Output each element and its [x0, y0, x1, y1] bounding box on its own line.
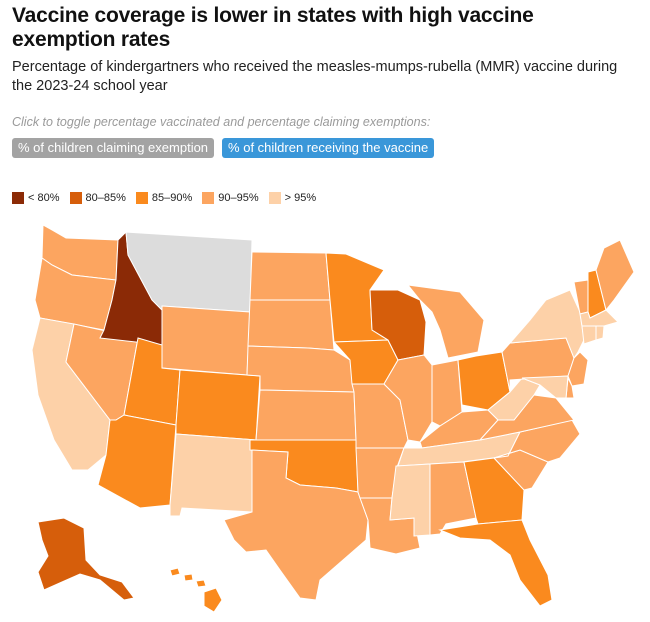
toggle-hint: Click to toggle percentage vaccinated an… — [12, 115, 431, 129]
state-NE[interactable] — [246, 345, 355, 393]
legend-swatch — [69, 192, 82, 204]
exemption-toggle-button[interactable]: % of children claiming exemption — [12, 138, 215, 158]
page-title: Vaccine coverage is lower in states with… — [12, 4, 534, 51]
vaccine-toggle-button[interactable]: % of children receiving the vaccine — [222, 138, 435, 158]
map-legend: < 80% 80–85% 85–90% 90–95% > 95% — [12, 192, 316, 204]
legend-swatch — [268, 192, 281, 204]
state-AK[interactable] — [37, 517, 135, 601]
state-AZ[interactable] — [97, 414, 177, 509]
state-CT[interactable] — [581, 325, 597, 345]
page-subtitle: Percentage of kindergartners who receive… — [12, 59, 618, 94]
state-MD[interactable] — [521, 375, 569, 399]
legend-label: > 95% — [284, 192, 317, 204]
legend-swatch — [12, 192, 24, 204]
legend-swatch — [135, 192, 148, 204]
state-RI[interactable] — [595, 325, 605, 341]
legend-swatch — [202, 192, 215, 204]
state-ND[interactable] — [249, 251, 331, 301]
legend-label: 80–85% — [85, 192, 126, 204]
legend-label: 85–90% — [151, 192, 193, 204]
legend-label: < 80% — [28, 192, 60, 204]
state-SD[interactable] — [247, 299, 335, 351]
legend-item-lt80: < 80% — [12, 192, 60, 204]
us-choropleth-map — [31, 224, 635, 613]
state-KS[interactable] — [255, 389, 357, 441]
legend-item-gt95: > 95% — [268, 192, 317, 204]
state-HI[interactable] — [169, 567, 223, 613]
legend-label: 90–95% — [218, 192, 259, 204]
state-FL[interactable] — [438, 519, 553, 607]
legend-item-80-85: 80–85% — [69, 192, 126, 204]
legend-item-85-90: 85–90% — [135, 192, 193, 204]
state-NM[interactable] — [169, 433, 257, 517]
state-MI[interactable] — [406, 284, 485, 359]
toggle-group: % of children claiming exemption % of ch… — [12, 138, 435, 158]
legend-item-90-95: 90–95% — [202, 192, 259, 204]
state-CO[interactable] — [175, 369, 261, 441]
state-WY[interactable] — [161, 305, 251, 376]
state-TX[interactable] — [223, 449, 369, 601]
